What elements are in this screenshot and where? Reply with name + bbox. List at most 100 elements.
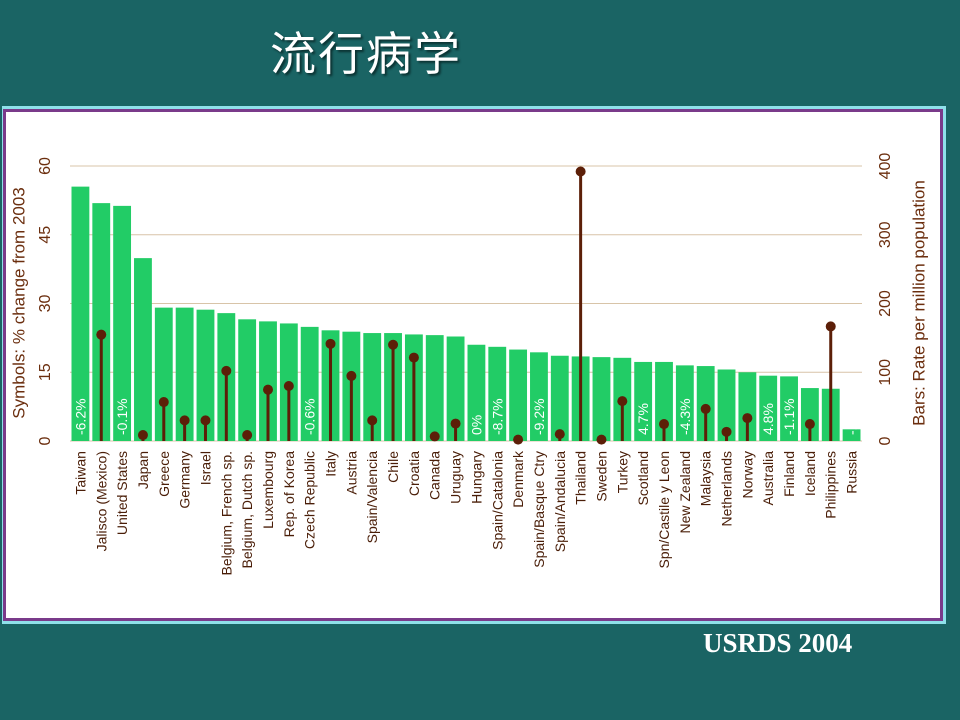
category-label-2: United States — [114, 451, 130, 535]
bar-30 — [696, 366, 715, 441]
bar-2 — [113, 205, 132, 441]
bar-32 — [738, 372, 757, 441]
right-tick-0: 0 — [877, 436, 894, 445]
category-label-32: Norway — [739, 451, 755, 498]
symbol-dot-24 — [575, 166, 586, 177]
bar-chart: -6.2% -0.1% -0.6% 0% -8.7% -9.2% 4.7% -4.3% 4.8%… — [9, 153, 928, 576]
bar-1 — [92, 203, 111, 441]
pct-labels: -6.2% -0.1% -0.6% 0% -8.7% -9.2% 4.7% -4.3% 4.8%… — [72, 391, 859, 435]
bar-28 — [655, 361, 673, 441]
bar-11 — [300, 326, 319, 441]
category-label-25: Sweden — [593, 451, 609, 502]
pct-label-27: 4.7% — [635, 403, 651, 435]
category-label-20: Spain/Catalonia — [489, 451, 505, 550]
left-axis-ticks: 0 15 30 45 60 — [37, 157, 54, 445]
category-label-37: Russia — [844, 451, 860, 494]
bar-34 — [780, 376, 798, 441]
symbol-dot-7 — [221, 365, 232, 376]
category-label-19: Hungary — [468, 451, 484, 504]
symbols — [96, 166, 836, 445]
symbol-dot-5 — [179, 415, 190, 426]
symbol-dot-28 — [659, 419, 669, 430]
category-label-4: Greece — [156, 451, 172, 497]
bar-22 — [530, 352, 548, 441]
symbol-dot-36 — [825, 321, 836, 332]
right-tick-2: 200 — [877, 290, 894, 317]
category-label-5: Germany — [177, 451, 193, 509]
category-label-33: Australia — [760, 451, 776, 506]
pct-label-19: 0% — [468, 415, 484, 435]
bar-23 — [550, 355, 569, 441]
symbol-dot-15 — [388, 339, 399, 350]
pct-label-29: -4.3% — [677, 398, 693, 435]
category-label-21: Denmark — [510, 450, 526, 508]
bar-27 — [634, 361, 653, 441]
symbol-dot-3 — [137, 430, 148, 441]
symbol-dot-14 — [367, 415, 378, 426]
pct-label-22: -9.2% — [531, 398, 547, 435]
bar-14 — [363, 333, 382, 441]
category-label-17: Canada — [427, 451, 443, 500]
symbol-dot-31 — [721, 426, 732, 437]
symbol-dot-30 — [700, 403, 711, 414]
bar-6 — [196, 309, 215, 441]
symbol-dot-23 — [554, 429, 565, 440]
left-tick-3: 45 — [37, 226, 54, 244]
category-label-34: Finland — [781, 451, 797, 497]
bar-5 — [175, 307, 194, 441]
bar-17 — [425, 335, 444, 441]
symbol-dot-4 — [158, 397, 169, 408]
bar-9 — [259, 321, 277, 441]
left-tick-4: 60 — [37, 157, 54, 175]
bar-20 — [488, 346, 507, 441]
bar-37 — [842, 429, 861, 441]
pct-label-34: -1.1% — [781, 398, 797, 435]
bar-25 — [592, 357, 611, 441]
left-tick-0: 0 — [37, 436, 54, 445]
category-label-7: Belgium, French sp. — [218, 451, 234, 576]
category-label-26: Turkey — [614, 451, 630, 493]
category-label-12: Italy — [323, 451, 339, 477]
symbol-dot-13 — [346, 370, 357, 381]
category-label-35: Iceland — [802, 451, 818, 496]
left-tick-2: 30 — [37, 295, 54, 313]
symbol-dot-25 — [596, 434, 607, 445]
category-label-14: Spain/Valencia — [364, 451, 380, 544]
bar-33 — [759, 375, 778, 441]
category-label-24: Thailand — [573, 451, 589, 505]
category-label-9: Luxembourg — [260, 451, 276, 529]
category-label-3: Japan — [135, 451, 151, 489]
category-label-6: Israel — [197, 451, 213, 485]
symbol-dot-9 — [263, 384, 273, 395]
symbol-dot-1 — [96, 329, 107, 340]
pct-label-37: -10.2% — [844, 391, 860, 435]
symbol-dot-32 — [742, 413, 753, 424]
pct-label-11: -0.6% — [302, 398, 318, 435]
symbol-dot-17 — [429, 431, 440, 442]
bar-18 — [446, 336, 465, 441]
bar-29 — [675, 365, 694, 441]
category-label-36: Philippines — [823, 451, 839, 519]
slide-title: 流行病学 — [270, 27, 462, 81]
category-label-15: Chile — [385, 451, 401, 483]
right-tick-1: 100 — [877, 359, 894, 386]
category-label-1: Jalisco (Mexico) — [93, 451, 109, 551]
bar-4 — [154, 307, 173, 441]
bar-8 — [238, 319, 257, 441]
pct-label-2: -0.1% — [114, 398, 130, 435]
category-label-13: Austria — [343, 451, 359, 495]
right-axis-ticks: 0 100 200 300 400 — [877, 153, 894, 446]
symbol-dot-10 — [283, 381, 294, 391]
bar-21 — [509, 349, 528, 441]
symbol-dot-6 — [200, 415, 211, 426]
symbol-dot-18 — [450, 418, 461, 429]
category-label-10: Rep. of Korea — [281, 451, 297, 538]
bar-31 — [717, 369, 736, 441]
category-labels: Taiwan Jalisco (Mexico) United States Japan… — [72, 450, 859, 575]
pct-label-33: 4.8% — [760, 403, 776, 435]
category-label-0: Taiwan — [72, 451, 88, 495]
bar-3 — [134, 258, 152, 441]
symbol-dot-21 — [513, 434, 524, 445]
source-label: USRDS 2004 — [703, 628, 853, 658]
category-label-31: Netherlands — [719, 451, 735, 527]
